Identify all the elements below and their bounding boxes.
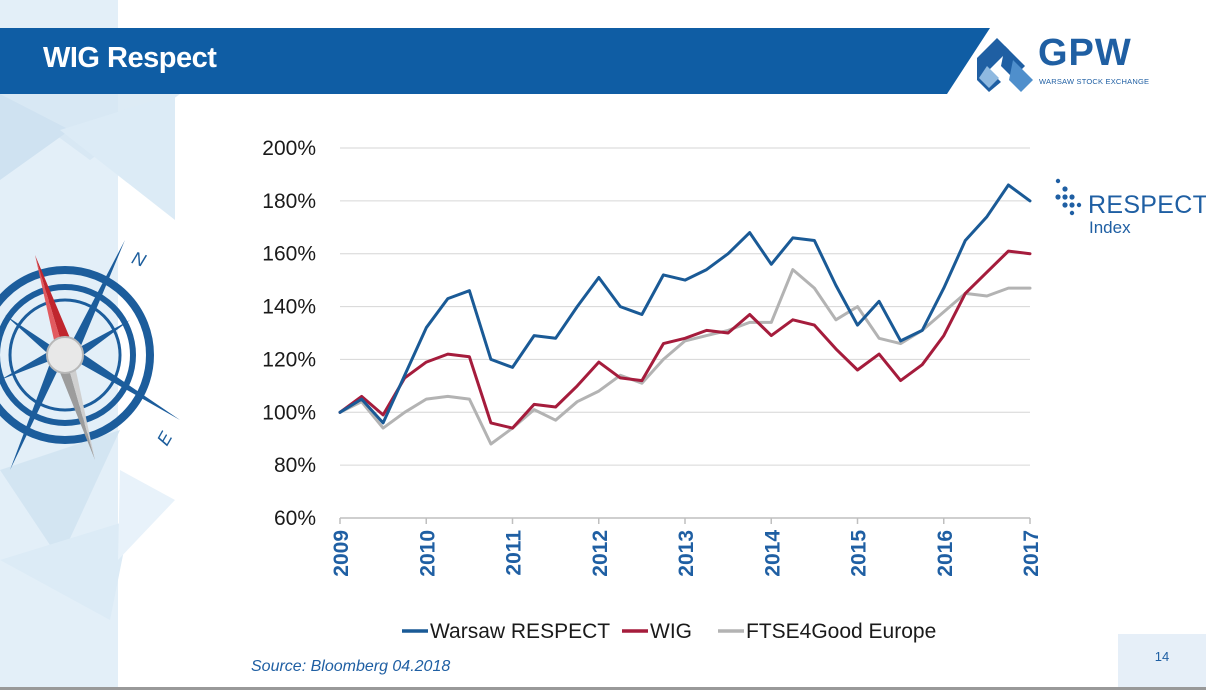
respect-logo-subtext: Index xyxy=(1089,218,1131,237)
y-tick-label: 160% xyxy=(262,243,316,266)
legend-label: FTSE4Good Europe xyxy=(746,620,936,643)
y-tick-label: 180% xyxy=(262,190,316,213)
page-number: 14 xyxy=(1118,634,1206,690)
respect-dots-icon xyxy=(1055,178,1082,216)
x-tick-label: 2010 xyxy=(416,530,439,577)
y-tick-label: 100% xyxy=(262,401,316,424)
x-tick-label: 2016 xyxy=(934,530,957,577)
y-tick-label: 120% xyxy=(262,348,316,371)
y-tick-label: 80% xyxy=(274,454,316,477)
page-title: WIG Respect xyxy=(43,42,217,74)
gpw-logo-icon xyxy=(977,38,1033,92)
x-tick-label: 2009 xyxy=(330,530,353,577)
x-tick-label: 2017 xyxy=(1020,530,1043,577)
gpw-logo-text: GPW xyxy=(1038,32,1132,74)
bottom-divider xyxy=(0,687,1206,690)
x-tick-label: 2015 xyxy=(848,530,871,577)
source-note: Source: Bloomberg 04.2018 xyxy=(251,658,451,675)
gpw-logo-subtitle: WARSAW STOCK EXCHANGE xyxy=(1039,77,1150,86)
x-tick-label: 2012 xyxy=(589,530,612,577)
y-tick-label: 60% xyxy=(274,507,316,530)
x-tick-label: 2011 xyxy=(503,530,526,576)
y-tick-label: 140% xyxy=(262,296,316,319)
legend-label: WIG xyxy=(650,620,692,643)
header-bar xyxy=(0,28,990,94)
chart-legend: Warsaw RESPECT WIG FTSE4Good Europe xyxy=(402,620,936,643)
legend-label: Warsaw RESPECT xyxy=(430,620,610,643)
x-tick-label: 2014 xyxy=(761,530,784,577)
y-axis-ticks: 200% 180% 160% 140% 120% 100% 80% 60% xyxy=(262,137,316,530)
chart-gridlines xyxy=(340,147,1030,466)
y-tick-label: 200% xyxy=(262,137,316,160)
x-axis-ticks: 2009 2010 2011 2012 2013 2014 2015 2016 2017 xyxy=(330,530,1043,577)
chart-series xyxy=(338,183,1032,446)
respect-logo-text: RESPECT xyxy=(1088,191,1206,219)
series-line xyxy=(338,249,1032,430)
x-tick-label: 2013 xyxy=(675,530,698,577)
chart-axes xyxy=(339,517,1031,524)
compass-icon: N E xyxy=(0,240,180,470)
series-line xyxy=(338,183,1032,425)
